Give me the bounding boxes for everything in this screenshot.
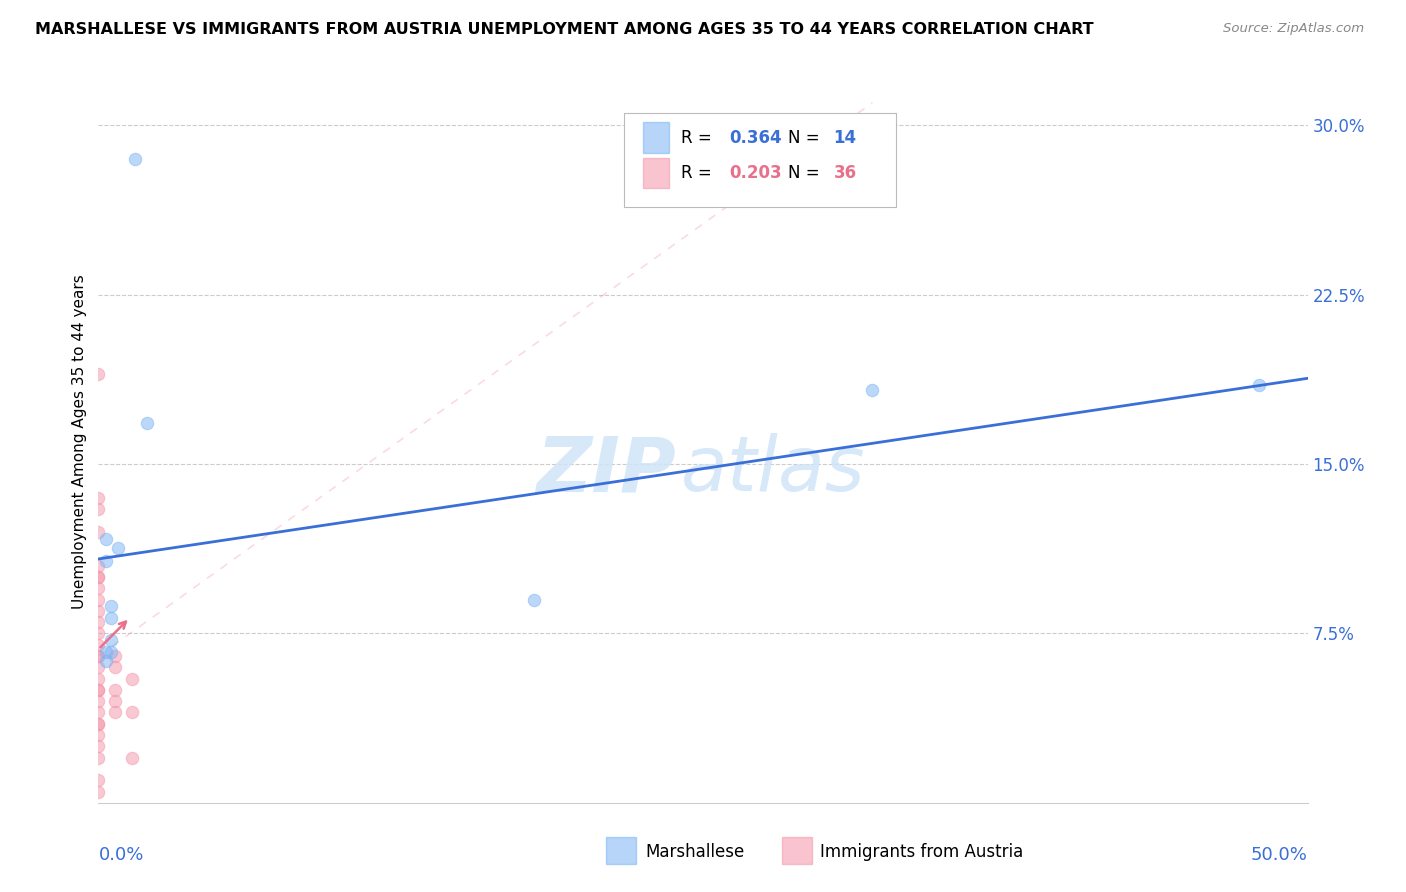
- Text: 14: 14: [834, 129, 856, 147]
- Point: [87, 773, 110, 788]
- Point: [87, 592, 110, 607]
- Text: atlas: atlas: [682, 434, 866, 508]
- Point: [135, 417, 157, 431]
- Text: R =: R =: [682, 129, 717, 147]
- Text: MARSHALLESE VS IMMIGRANTS FROM AUSTRIA UNEMPLOYMENT AMONG AGES 35 TO 44 YEARS CO: MARSHALLESE VS IMMIGRANTS FROM AUSTRIA U…: [35, 22, 1094, 37]
- Point: [121, 750, 143, 764]
- FancyBboxPatch shape: [624, 112, 897, 207]
- Point: [104, 648, 127, 663]
- Text: N =: N =: [787, 164, 824, 183]
- Point: [94, 654, 117, 668]
- Point: [87, 728, 110, 742]
- Point: [87, 558, 110, 573]
- Point: [87, 672, 110, 686]
- Point: [87, 626, 110, 640]
- Point: [523, 592, 546, 607]
- Point: [87, 716, 110, 731]
- Point: [104, 660, 127, 674]
- Point: [121, 706, 143, 720]
- Point: [87, 716, 110, 731]
- Point: [87, 582, 110, 596]
- Point: [100, 633, 122, 648]
- Point: [87, 660, 110, 674]
- Point: [87, 706, 110, 720]
- Point: [100, 599, 122, 614]
- Y-axis label: Unemployment Among Ages 35 to 44 years: Unemployment Among Ages 35 to 44 years: [72, 274, 87, 609]
- Point: [87, 502, 110, 516]
- Point: [87, 648, 110, 663]
- Point: [107, 541, 129, 555]
- Point: [87, 784, 110, 798]
- Text: 50.0%: 50.0%: [1251, 847, 1308, 864]
- Point: [104, 694, 127, 708]
- Text: R =: R =: [682, 164, 717, 183]
- Point: [87, 682, 110, 697]
- Point: [94, 644, 117, 658]
- FancyBboxPatch shape: [606, 837, 637, 864]
- Text: ZIP: ZIP: [537, 434, 676, 508]
- Point: [1249, 378, 1271, 392]
- Point: [100, 610, 122, 624]
- Point: [87, 739, 110, 754]
- Point: [94, 532, 117, 546]
- Text: 0.364: 0.364: [730, 129, 782, 147]
- Text: Source: ZipAtlas.com: Source: ZipAtlas.com: [1223, 22, 1364, 36]
- Point: [87, 570, 110, 584]
- Point: [87, 491, 110, 505]
- Point: [124, 153, 146, 167]
- Text: Marshallese: Marshallese: [645, 843, 744, 861]
- Point: [87, 615, 110, 630]
- Point: [100, 644, 122, 658]
- FancyBboxPatch shape: [782, 837, 811, 864]
- Point: [94, 554, 117, 568]
- Point: [104, 682, 127, 697]
- FancyBboxPatch shape: [643, 122, 669, 153]
- Point: [87, 638, 110, 652]
- Point: [87, 524, 110, 539]
- Point: [104, 706, 127, 720]
- Point: [121, 672, 143, 686]
- Text: 0.203: 0.203: [730, 164, 782, 183]
- Point: [860, 383, 883, 397]
- Point: [87, 682, 110, 697]
- Text: 36: 36: [834, 164, 856, 183]
- Point: [87, 648, 110, 663]
- Text: 0.0%: 0.0%: [98, 847, 143, 864]
- Point: [87, 694, 110, 708]
- Point: [87, 604, 110, 618]
- Point: [87, 570, 110, 584]
- Text: N =: N =: [787, 129, 824, 147]
- Point: [87, 367, 110, 381]
- FancyBboxPatch shape: [643, 158, 669, 188]
- Point: [87, 750, 110, 764]
- Text: Immigrants from Austria: Immigrants from Austria: [820, 843, 1024, 861]
